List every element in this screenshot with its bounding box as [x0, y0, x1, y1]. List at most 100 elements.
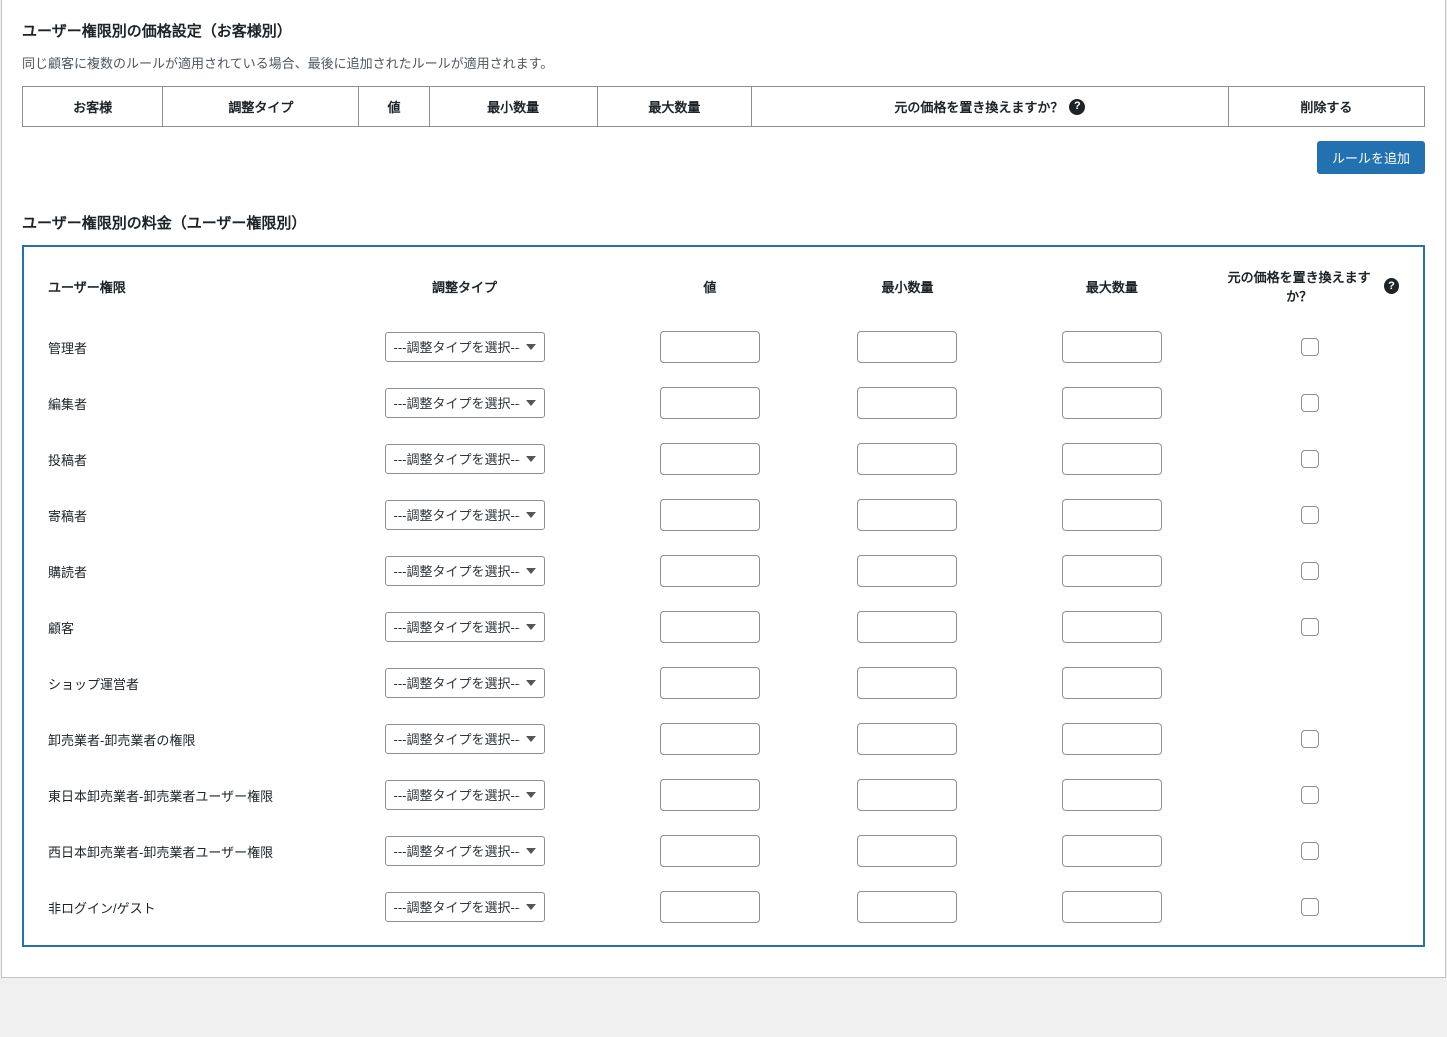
replace-original-checkbox[interactable]: [1301, 730, 1319, 748]
max-qty-input[interactable]: [1062, 891, 1162, 923]
value-input[interactable]: [660, 555, 760, 587]
role-label: 顧客: [42, 599, 315, 655]
value-input[interactable]: [660, 611, 760, 643]
replace-original-checkbox[interactable]: [1301, 786, 1319, 804]
role-row: 卸売業者-卸売業者の権限 ---調整タイプを選択---: [42, 711, 1405, 767]
value-input[interactable]: [660, 499, 760, 531]
col-header-delete: 削除する: [1228, 87, 1424, 127]
min-qty-input[interactable]: [857, 443, 957, 475]
role-maxqty-cell: [1010, 655, 1214, 711]
min-qty-input[interactable]: [857, 891, 957, 923]
max-qty-input[interactable]: [1062, 443, 1162, 475]
role-row: 管理者 ---調整タイプを選択---: [42, 319, 1405, 375]
help-icon[interactable]: ?: [1069, 99, 1085, 115]
role-value-cell: [614, 655, 805, 711]
adjustment-type-select[interactable]: ---調整タイプを選択---: [385, 836, 545, 866]
col-header-max-qty: 最大数量: [597, 87, 751, 127]
min-qty-input[interactable]: [857, 387, 957, 419]
max-qty-input[interactable]: [1062, 667, 1162, 699]
value-input[interactable]: [660, 891, 760, 923]
adjustment-type-select[interactable]: ---調整タイプを選択---: [385, 612, 545, 642]
adjustment-type-select[interactable]: ---調整タイプを選択---: [385, 332, 545, 362]
role-adjustment-cell: ---調整タイプを選択---: [315, 767, 615, 823]
role-replace-cell: [1214, 319, 1405, 375]
role-maxqty-cell: [1010, 767, 1214, 823]
replace-original-checkbox[interactable]: [1301, 338, 1319, 356]
col-header-adjustment-type: 調整タイプ: [315, 261, 615, 319]
replace-original-checkbox[interactable]: [1301, 562, 1319, 580]
value-input[interactable]: [660, 723, 760, 755]
max-qty-input[interactable]: [1062, 331, 1162, 363]
col-header-replace-original: 元の価格を置き換えますか？ ?: [1214, 261, 1405, 319]
role-label: 卸売業者-卸売業者の権限: [42, 711, 315, 767]
add-rule-button[interactable]: ルールを追加: [1317, 141, 1425, 174]
replace-original-checkbox[interactable]: [1301, 450, 1319, 468]
adjustment-type-select[interactable]: ---調整タイプを選択---: [385, 388, 545, 418]
replace-original-checkbox[interactable]: [1301, 618, 1319, 636]
role-row: ショップ運営者 ---調整タイプを選択---: [42, 655, 1405, 711]
max-qty-input[interactable]: [1062, 555, 1162, 587]
role-pricing-box: ユーザー権限 調整タイプ 値 最小数量 最大数量 元の価格を置き換えますか？ ?…: [22, 245, 1425, 947]
role-adjustment-cell: ---調整タイプを選択---: [315, 431, 615, 487]
replace-original-checkbox[interactable]: [1301, 898, 1319, 916]
value-input[interactable]: [660, 331, 760, 363]
role-label: ショップ運営者: [42, 655, 315, 711]
role-row: 投稿者 ---調整タイプを選択---: [42, 431, 1405, 487]
min-qty-input[interactable]: [857, 611, 957, 643]
value-input[interactable]: [660, 779, 760, 811]
add-rule-row: ルールを追加: [22, 141, 1425, 174]
role-label: 購読者: [42, 543, 315, 599]
role-maxqty-cell: [1010, 823, 1214, 879]
col-header-value: 値: [614, 261, 805, 319]
role-minqty-cell: [805, 823, 1009, 879]
role-replace-cell: [1214, 543, 1405, 599]
adjustment-type-select[interactable]: ---調整タイプを選択---: [385, 500, 545, 530]
min-qty-input[interactable]: [857, 835, 957, 867]
adjustment-type-select[interactable]: ---調整タイプを選択---: [385, 668, 545, 698]
role-adjustment-cell: ---調整タイプを選択---: [315, 823, 615, 879]
min-qty-input[interactable]: [857, 667, 957, 699]
value-input[interactable]: [660, 667, 760, 699]
value-input[interactable]: [660, 387, 760, 419]
replace-original-checkbox[interactable]: [1301, 394, 1319, 412]
value-input[interactable]: [660, 835, 760, 867]
role-label: 投稿者: [42, 431, 315, 487]
min-qty-input[interactable]: [857, 331, 957, 363]
min-qty-input[interactable]: [857, 499, 957, 531]
role-minqty-cell: [805, 879, 1009, 935]
role-value-cell: [614, 431, 805, 487]
adjustment-type-select[interactable]: ---調整タイプを選択---: [385, 444, 545, 474]
role-replace-cell: [1214, 823, 1405, 879]
help-icon[interactable]: ?: [1384, 278, 1399, 294]
value-input[interactable]: [660, 443, 760, 475]
max-qty-input[interactable]: [1062, 835, 1162, 867]
role-adjustment-cell: ---調整タイプを選択---: [315, 375, 615, 431]
col-header-min-qty: 最小数量: [429, 87, 597, 127]
role-label: 編集者: [42, 375, 315, 431]
adjustment-type-select[interactable]: ---調整タイプを選択---: [385, 556, 545, 586]
adjustment-type-select[interactable]: ---調整タイプを選択---: [385, 892, 545, 922]
role-maxqty-cell: [1010, 543, 1214, 599]
max-qty-input[interactable]: [1062, 611, 1162, 643]
replace-original-checkbox[interactable]: [1301, 506, 1319, 524]
max-qty-input[interactable]: [1062, 723, 1162, 755]
pricing-panel: ユーザー権限別の価格設定（お客様別） 同じ顧客に複数のルールが適用されている場合…: [1, 0, 1446, 978]
role-adjustment-cell: ---調整タイプを選択---: [315, 543, 615, 599]
role-maxqty-cell: [1010, 319, 1214, 375]
adjustment-type-select[interactable]: ---調整タイプを選択---: [385, 780, 545, 810]
role-minqty-cell: [805, 767, 1009, 823]
role-replace-cell: [1214, 767, 1405, 823]
max-qty-input[interactable]: [1062, 779, 1162, 811]
role-minqty-cell: [805, 375, 1009, 431]
role-label: 管理者: [42, 319, 315, 375]
min-qty-input[interactable]: [857, 723, 957, 755]
replace-original-checkbox[interactable]: [1301, 842, 1319, 860]
role-pricing-table: ユーザー権限 調整タイプ 値 最小数量 最大数量 元の価格を置き換えますか？ ?…: [42, 261, 1405, 935]
min-qty-input[interactable]: [857, 555, 957, 587]
col-header-replace-original-label: 元の価格を置き換えますか？: [1220, 267, 1378, 305]
max-qty-input[interactable]: [1062, 499, 1162, 531]
adjustment-type-select[interactable]: ---調整タイプを選択---: [385, 724, 545, 754]
role-maxqty-cell: [1010, 375, 1214, 431]
max-qty-input[interactable]: [1062, 387, 1162, 419]
min-qty-input[interactable]: [857, 779, 957, 811]
